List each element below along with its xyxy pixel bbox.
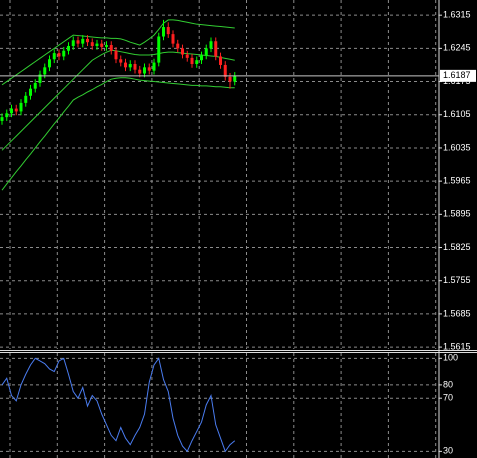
band-line xyxy=(1,77,235,191)
candle-body xyxy=(52,53,56,60)
candle-body xyxy=(14,108,18,112)
y-tick-label: 80 xyxy=(443,379,453,389)
candle-body xyxy=(67,45,70,51)
y-tick-label: 1.5895 xyxy=(443,209,471,219)
candle-body xyxy=(181,48,184,55)
candle-body xyxy=(190,57,194,65)
candle-body xyxy=(124,62,127,68)
candle-body xyxy=(157,36,161,63)
candle-body xyxy=(147,67,151,71)
candle-body xyxy=(219,56,222,65)
candle-body xyxy=(10,108,13,114)
candle-body xyxy=(81,38,85,44)
candle-body xyxy=(128,64,132,68)
y-tick-label: 1.5965 xyxy=(443,176,471,186)
y-tick-label: 1.6245 xyxy=(443,43,471,53)
candle-body xyxy=(43,67,47,75)
candle-body xyxy=(143,67,146,74)
candle-body xyxy=(195,60,199,65)
candle-body xyxy=(100,43,104,47)
candle-body xyxy=(204,48,208,56)
y-tick-label: 1.6105 xyxy=(443,109,471,119)
candle-body xyxy=(33,82,37,89)
candle-body xyxy=(24,95,28,103)
candle-body xyxy=(71,40,75,46)
band-line xyxy=(1,19,235,86)
y-tick-label: 30 xyxy=(443,446,453,456)
last-price-label: 1.6187 xyxy=(443,70,471,80)
candle-body xyxy=(5,113,9,118)
candle-body xyxy=(90,42,94,46)
candle-body xyxy=(138,69,142,74)
candle-body xyxy=(166,27,170,35)
candle-body xyxy=(171,34,175,44)
candle-body xyxy=(209,41,213,49)
candle-body xyxy=(48,59,51,68)
candle-body xyxy=(233,75,237,82)
candle-body xyxy=(152,62,156,71)
candle-body xyxy=(76,40,80,44)
candle-body xyxy=(57,53,61,57)
candle-body xyxy=(0,117,4,121)
candle-body xyxy=(185,54,189,58)
candle-body xyxy=(38,74,42,83)
candle-body xyxy=(228,76,232,82)
band-line xyxy=(1,49,235,151)
candle-body xyxy=(200,55,203,61)
candle-body xyxy=(214,41,218,57)
candle-body xyxy=(176,43,180,49)
candle-body xyxy=(114,50,118,60)
y-tick-label: 1.5825 xyxy=(443,242,471,252)
last-price-box xyxy=(440,69,476,82)
y-tick-label: 1.6035 xyxy=(443,142,471,152)
candle-body xyxy=(29,88,32,96)
candle-body xyxy=(19,102,23,112)
candle-body xyxy=(86,38,89,43)
y-tick-label: 1.5615 xyxy=(443,341,471,351)
candle-body xyxy=(105,45,108,47)
candle-body xyxy=(119,59,123,63)
candle-body xyxy=(95,43,99,46)
candle-body xyxy=(62,50,66,57)
y-tick-label: 1.5685 xyxy=(443,308,471,318)
y-tick-label: 1.5755 xyxy=(443,275,471,285)
indicator-line xyxy=(1,357,236,453)
candle-body xyxy=(162,27,165,37)
y-tick-label: 1.6315 xyxy=(443,10,471,20)
candle-body xyxy=(133,64,137,70)
y-tick-label: 100 xyxy=(443,353,458,363)
candle-body xyxy=(109,45,113,51)
candle-body xyxy=(223,64,227,77)
y-tick-label: 70 xyxy=(443,393,453,403)
